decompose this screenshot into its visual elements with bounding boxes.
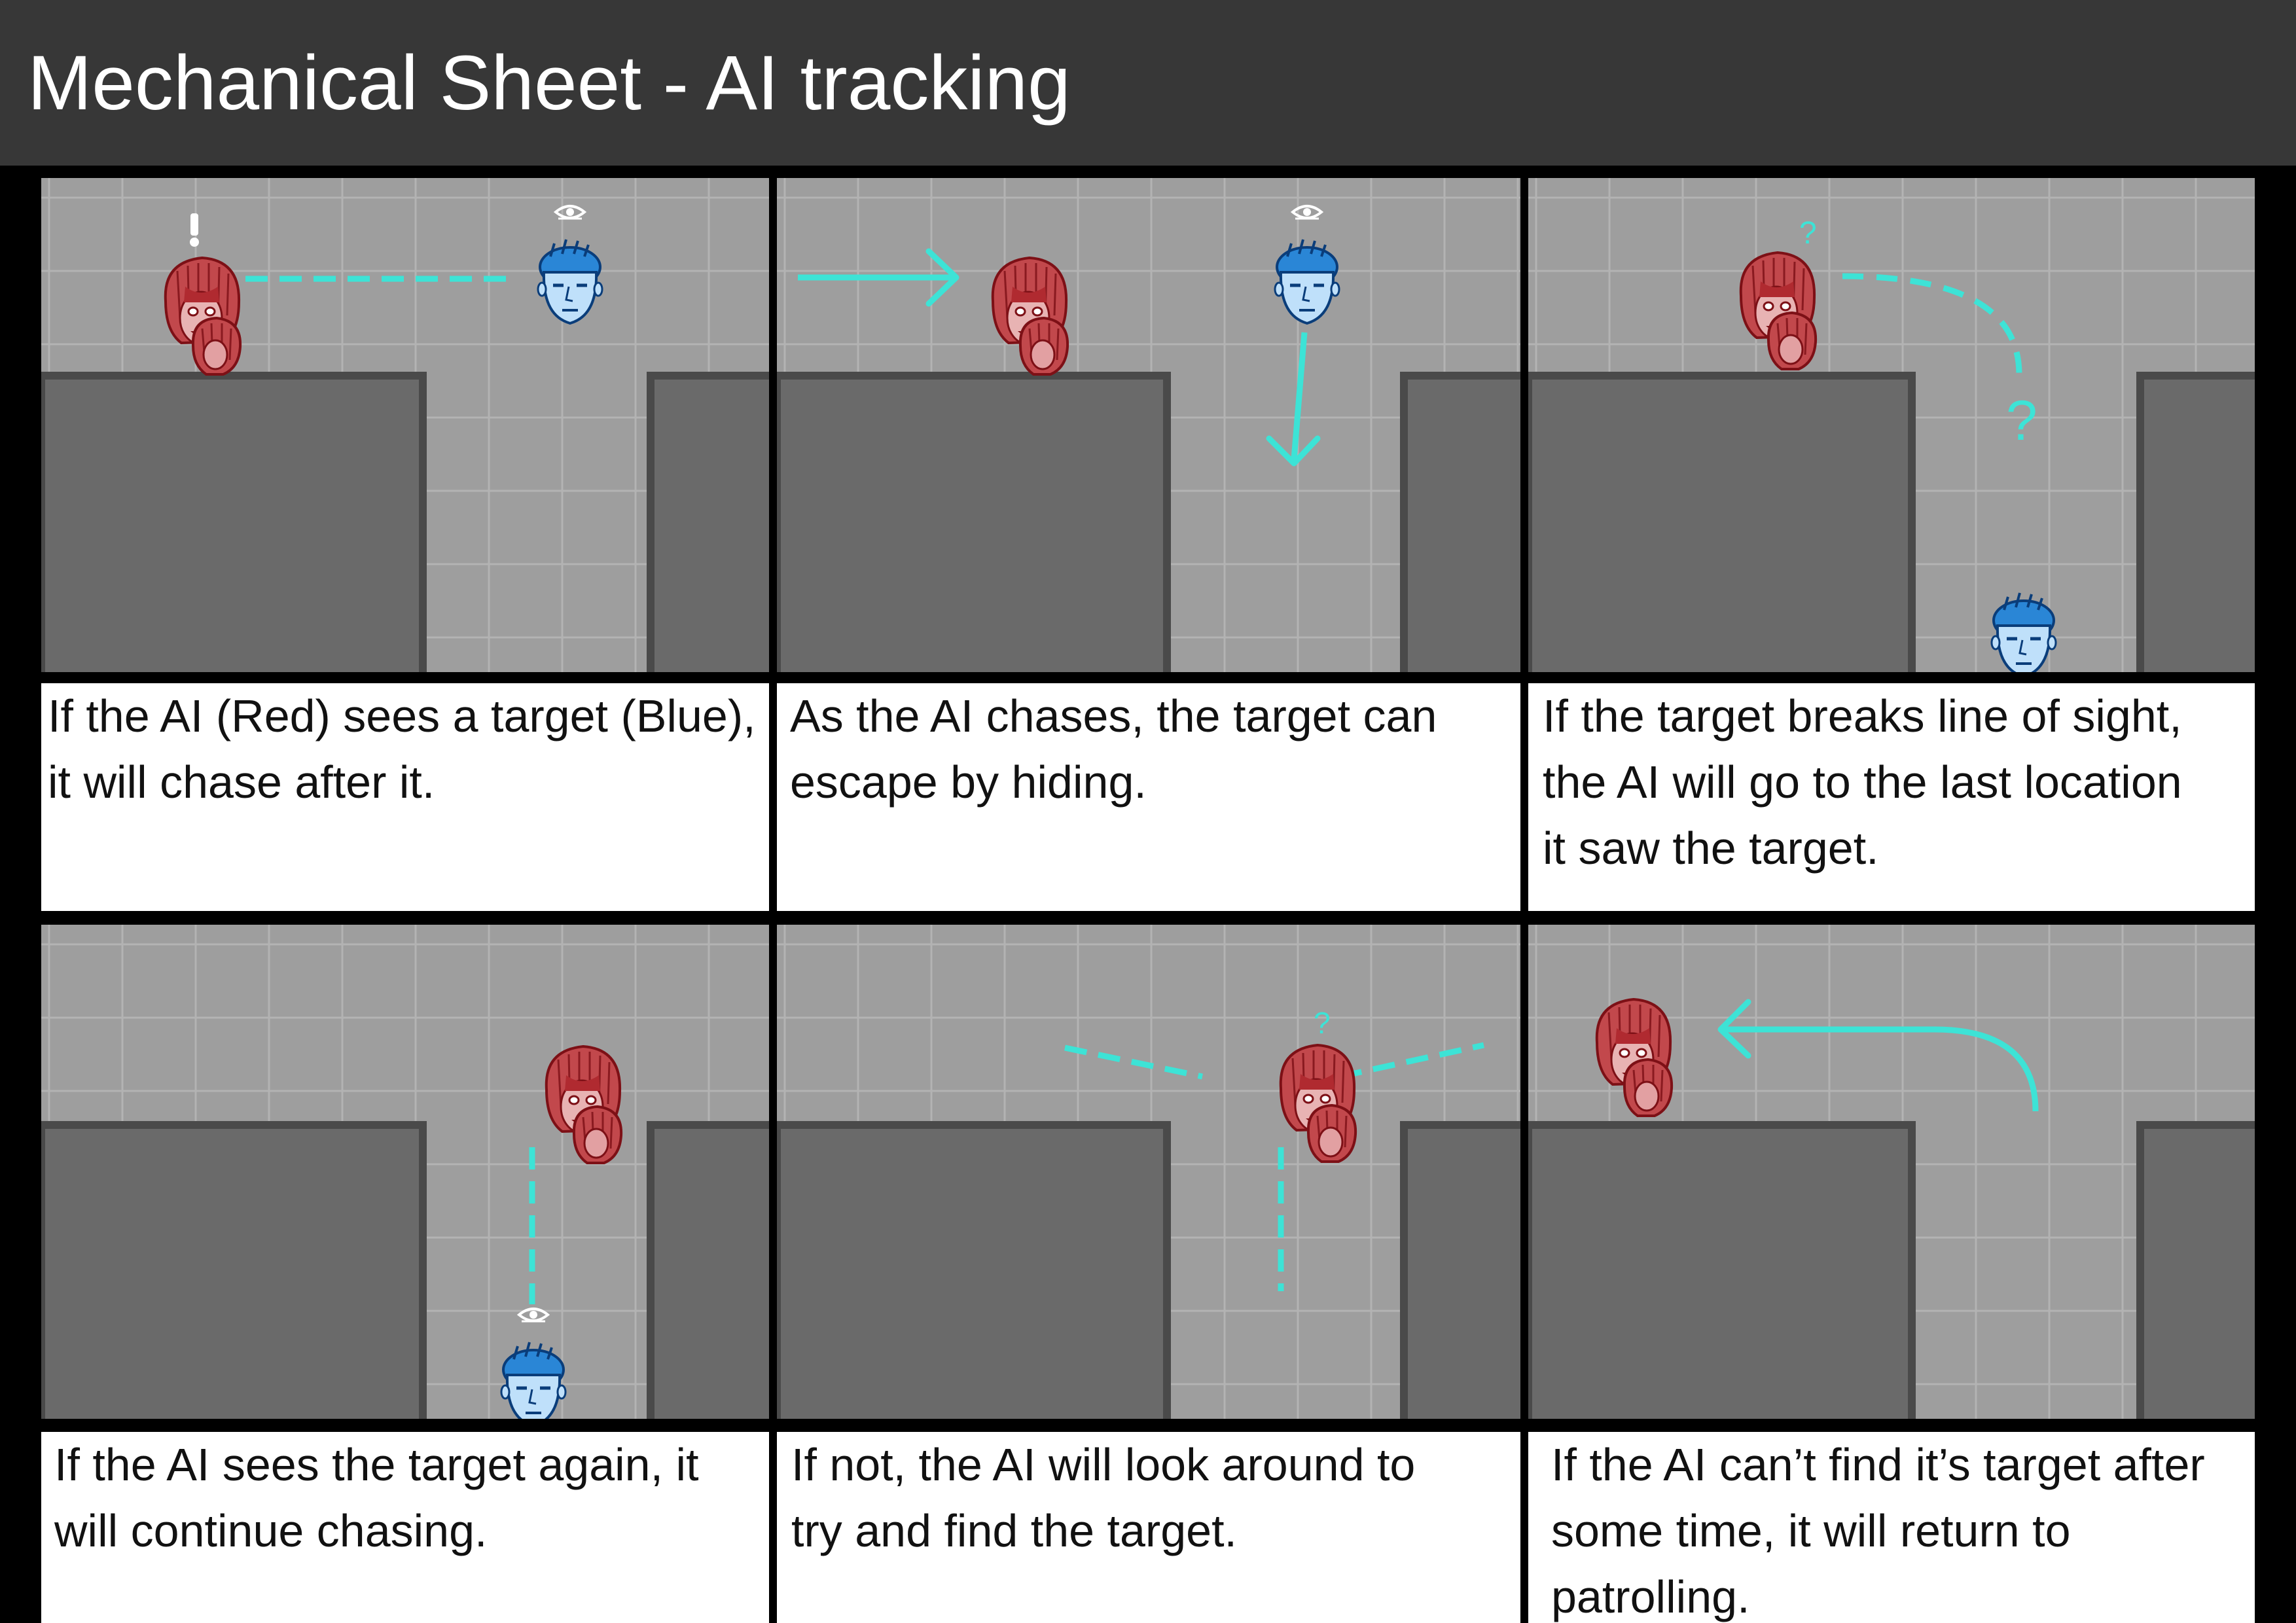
panel-3-caption-text: If the target breaks line of sight, the … — [1543, 690, 2182, 874]
panel-1-caption: If the AI (Red) sees a target (Blue), it… — [41, 683, 769, 911]
panel-4-caption: If the AI sees the target again, it will… — [41, 1432, 769, 1623]
patrol-return-arrow — [1717, 999, 2039, 1112]
look-line-left — [1064, 1044, 1203, 1080]
panel-3-caption: If the target breaks line of sight, the … — [1528, 683, 2255, 911]
chase-arrow — [798, 248, 960, 307]
question-mark-icon: ? — [2006, 389, 2037, 452]
question-mark-icon: ? — [1314, 1006, 1331, 1040]
ai-red-girl-icon — [1731, 251, 1818, 370]
panel-1-caption-text: If the AI (Red) sees a target (Blue), it… — [48, 690, 756, 808]
last-seen-path — [1842, 273, 2022, 375]
panel-4-scene — [41, 925, 769, 1419]
panel-5-scene: ? — [777, 925, 1520, 1419]
wall-block — [2136, 372, 2255, 672]
target-blue-head-icon — [501, 1342, 565, 1419]
exclamation-icon — [190, 213, 199, 247]
panel-5-caption: If not, the AI will look around to try a… — [777, 1432, 1520, 1623]
wall-block — [647, 372, 769, 672]
scene-6-svg — [1528, 925, 2255, 1419]
scene-1-svg — [41, 178, 769, 672]
panel-6-caption-text: If the AI can’t find it’s target after s… — [1551, 1439, 2205, 1622]
ai-red-girl-icon — [1271, 1044, 1357, 1163]
wall-block — [1400, 1121, 1520, 1419]
page-title: Mechanical Sheet - AI tracking — [27, 40, 1071, 126]
wall-block — [1528, 1121, 1916, 1419]
ai-red-girl-icon — [537, 1045, 623, 1164]
wall-block — [777, 1121, 1171, 1419]
scene-3-svg: ? ? — [1528, 178, 2255, 672]
panel-2-caption: As the AI chases, the target can escape … — [777, 683, 1520, 911]
scene-5-svg: ? — [777, 925, 1520, 1419]
wall-block — [41, 372, 427, 672]
panel-5-caption-text: If not, the AI will look around to try a… — [791, 1439, 1416, 1556]
scene-4-svg — [41, 925, 769, 1419]
wall-block — [2136, 1121, 2255, 1419]
wall-block — [41, 1121, 427, 1419]
scene-2-svg — [777, 178, 1520, 672]
panel-6-scene — [1528, 925, 2255, 1419]
wall-block — [647, 1121, 769, 1419]
question-mark-icon: ? — [1799, 216, 1817, 251]
panel-4-caption-text: If the AI sees the target again, it will… — [54, 1439, 699, 1556]
eye-icon — [554, 205, 586, 220]
ai-red-girl-icon — [156, 257, 242, 376]
ai-red-girl-icon — [1587, 998, 1674, 1117]
panel-2-caption-text: As the AI chases, the target can escape … — [790, 690, 1437, 808]
panel-1-scene — [41, 178, 769, 672]
panel-2-scene — [777, 178, 1520, 672]
sheet-header: Mechanical Sheet - AI tracking — [0, 0, 2296, 166]
ai-red-girl-icon — [983, 257, 1069, 376]
target-blue-head-icon — [1275, 240, 1339, 323]
escape-arrow — [1266, 332, 1321, 467]
panel-6-caption: If the AI can’t find it’s target after s… — [1528, 1432, 2255, 1623]
look-line-right — [1339, 1042, 1484, 1080]
wall-block — [777, 372, 1171, 672]
target-blue-head-icon — [1992, 593, 2056, 672]
panel-3-scene: ? ? — [1528, 178, 2255, 672]
wall-block — [1400, 372, 1520, 672]
wall-block — [1528, 372, 1916, 672]
target-blue-head-icon — [538, 240, 602, 323]
